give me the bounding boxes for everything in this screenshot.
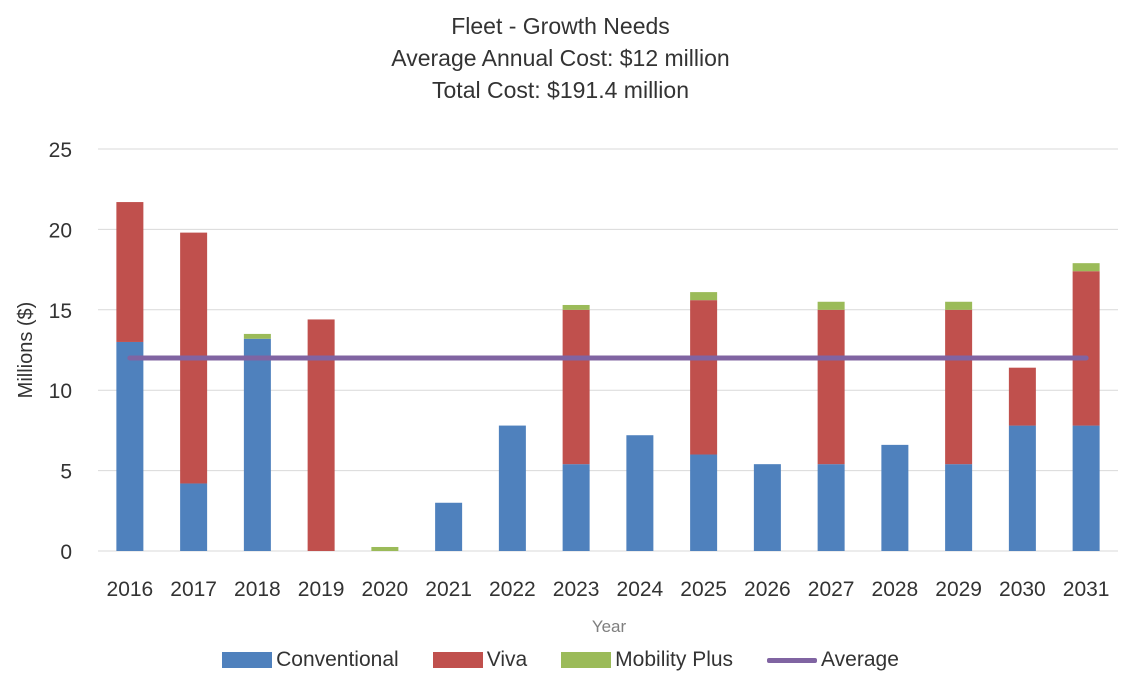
bar-conventional-2031 (1072, 425, 1100, 551)
bar-viva-2030 (1008, 367, 1036, 426)
bar-viva-2016 (116, 202, 144, 342)
bar-mobility-plus-2025 (690, 292, 718, 301)
bar-mobility-plus-2031 (1072, 263, 1100, 272)
x-tick-label: 2031 (1063, 578, 1110, 601)
x-tick-label: 2022 (489, 578, 536, 601)
y-tick-label: 25 (49, 139, 72, 162)
bar-mobility-plus-2018 (243, 333, 271, 339)
legend-label-mobility-plus: Mobility Plus (615, 648, 734, 671)
bar-conventional-2025 (690, 454, 718, 551)
legend-swatch-conventional (222, 652, 273, 668)
legend-item-average: Average (767, 648, 899, 672)
y-axis-title: Millions ($) (15, 302, 37, 399)
y-tick-label: 15 (49, 300, 72, 323)
bar-conventional-2023 (562, 464, 590, 551)
legend-label-viva: Viva (486, 648, 528, 671)
y-tick-label: 10 (49, 380, 72, 403)
bar-conventional-2030 (1008, 425, 1036, 551)
chart-title-block: Fleet - Growth Needs Average Annual Cost… (0, 10, 1121, 106)
bar-conventional-2018 (243, 338, 271, 551)
legend-item-conventional: Conventional (222, 648, 399, 672)
bar-viva-2019 (307, 319, 335, 551)
y-tick-labels: 0 5 10 15 20 25 (49, 139, 72, 564)
x-tick-label: 2027 (808, 578, 855, 601)
legend-swatch-mobility-plus (561, 652, 612, 668)
bar-conventional-2021 (435, 502, 463, 551)
bar-mobility-plus-2027 (817, 301, 845, 310)
bar-conventional-2027 (817, 464, 845, 551)
x-tick-label: 2017 (170, 578, 217, 601)
x-tick-label: 2028 (872, 578, 919, 601)
bar-viva-2025 (690, 300, 718, 455)
x-tick-label: 2023 (553, 578, 600, 601)
bar-conventional-2028 (881, 444, 909, 551)
bar-viva-2023 (562, 309, 590, 465)
bar-viva-2031 (1072, 271, 1100, 426)
x-tick-label: 2026 (744, 578, 791, 601)
bar-mobility-plus-2020 (371, 546, 399, 551)
legend-label-average: Average (821, 648, 899, 671)
bar-mobility-plus-2023 (562, 304, 590, 310)
bar-conventional-2024 (626, 435, 654, 551)
bar-conventional-2016 (116, 341, 144, 551)
x-tick-labels: 2016 2017 2018 2019 2020 2021 2022 2023 2024 2025… (107, 578, 1110, 601)
x-axis-title: Year (592, 617, 627, 636)
legend-item-viva: Viva (432, 648, 528, 672)
x-tick-label: 2018 (234, 578, 281, 601)
x-tick-label: 2021 (425, 578, 472, 601)
chart-title: Fleet - Growth Needs (451, 13, 670, 39)
legend-label-conventional: Conventional (276, 648, 399, 671)
bar-viva-2027 (817, 309, 845, 465)
x-tick-label: 2029 (935, 578, 982, 601)
x-tick-label: 2016 (107, 578, 154, 601)
legend-item-mobility-plus: Mobility Plus (561, 648, 733, 672)
x-tick-label: 2030 (999, 578, 1046, 601)
bar-conventional-2022 (498, 425, 526, 551)
bars (116, 202, 1100, 551)
chart-subtitle-average: Average Annual Cost: $12 million (391, 45, 730, 71)
y-tick-label: 0 (60, 541, 72, 564)
legend-swatch-average (767, 657, 818, 663)
bar-conventional-2026 (753, 464, 781, 551)
bar-viva-2029 (945, 309, 973, 465)
chart-subtitle-total: Total Cost: $191.4 million (432, 77, 689, 103)
x-tick-label: 2025 (680, 578, 727, 601)
y-tick-label: 5 (60, 461, 72, 484)
bar-conventional-2017 (180, 483, 208, 551)
bar-conventional-2029 (945, 464, 973, 551)
legend-swatch-viva (432, 652, 483, 668)
y-tick-label: 20 (49, 219, 72, 242)
x-tick-label: 2020 (362, 578, 409, 601)
legend: Conventional Viva Mobility Plus Average (0, 648, 1121, 672)
x-tick-label: 2024 (617, 578, 664, 601)
x-tick-label: 2019 (298, 578, 345, 601)
bar-mobility-plus-2029 (945, 301, 973, 310)
